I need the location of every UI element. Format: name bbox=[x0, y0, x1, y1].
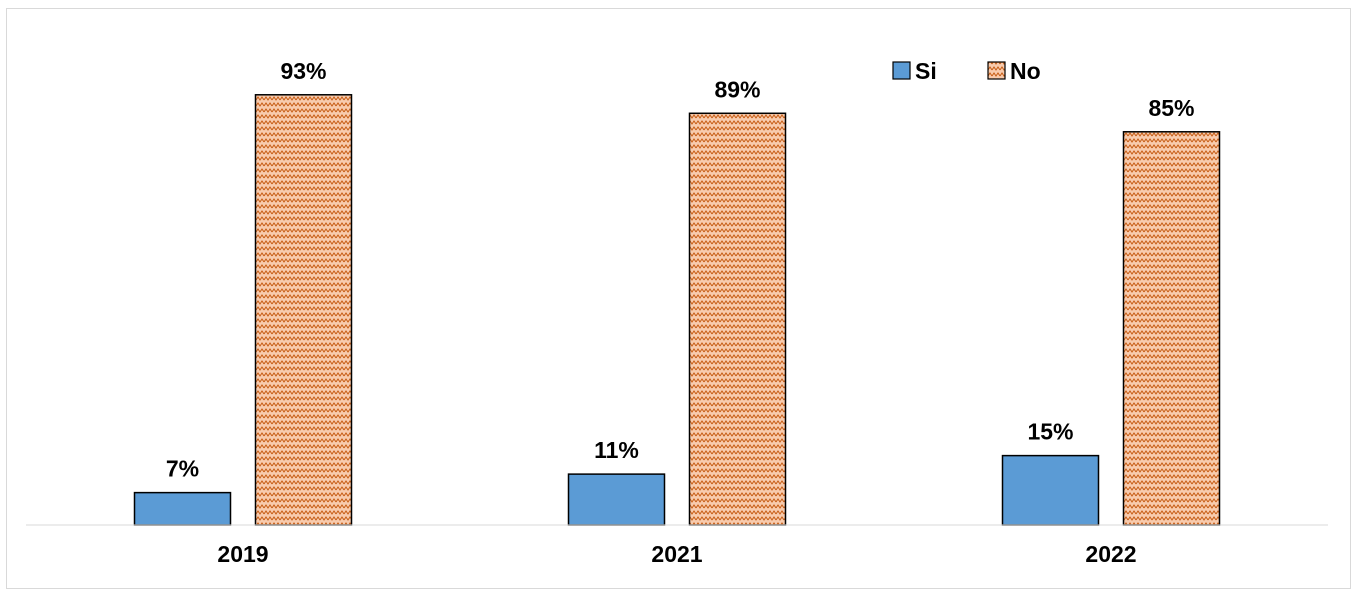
data-label-no-2022: 85% bbox=[1148, 95, 1194, 121]
data-label-no-2019: 93% bbox=[280, 58, 326, 84]
x-tick-label-2019: 2019 bbox=[217, 541, 268, 567]
bar-no-2021 bbox=[688, 112, 787, 526]
bar-si-2021 bbox=[567, 473, 666, 526]
legend-label-no: No bbox=[1010, 58, 1041, 84]
legend-label-si: Si bbox=[915, 58, 937, 84]
legend-swatch-no bbox=[987, 61, 1006, 80]
bar-no-2022 bbox=[1122, 131, 1221, 526]
bar-si-2019 bbox=[133, 491, 232, 526]
data-label-si-2019: 7% bbox=[166, 456, 199, 482]
bars-layer bbox=[133, 94, 1221, 526]
x-tick-label-2021: 2021 bbox=[651, 541, 702, 567]
data-label-si-2021: 11% bbox=[594, 437, 639, 463]
data-label-si-2022: 15% bbox=[1027, 419, 1073, 445]
labels-layer: 7% 93% 2019 11% 89% 2021 15% 85% 2022 bbox=[166, 58, 1195, 567]
bar-si-2022 bbox=[1001, 454, 1100, 526]
data-label-no-2021: 89% bbox=[714, 76, 760, 102]
legend: Si No bbox=[892, 58, 1041, 84]
legend-swatch-si bbox=[892, 61, 911, 80]
x-tick-label-2022: 2022 bbox=[1085, 541, 1136, 567]
bar-no-2019 bbox=[254, 94, 353, 526]
